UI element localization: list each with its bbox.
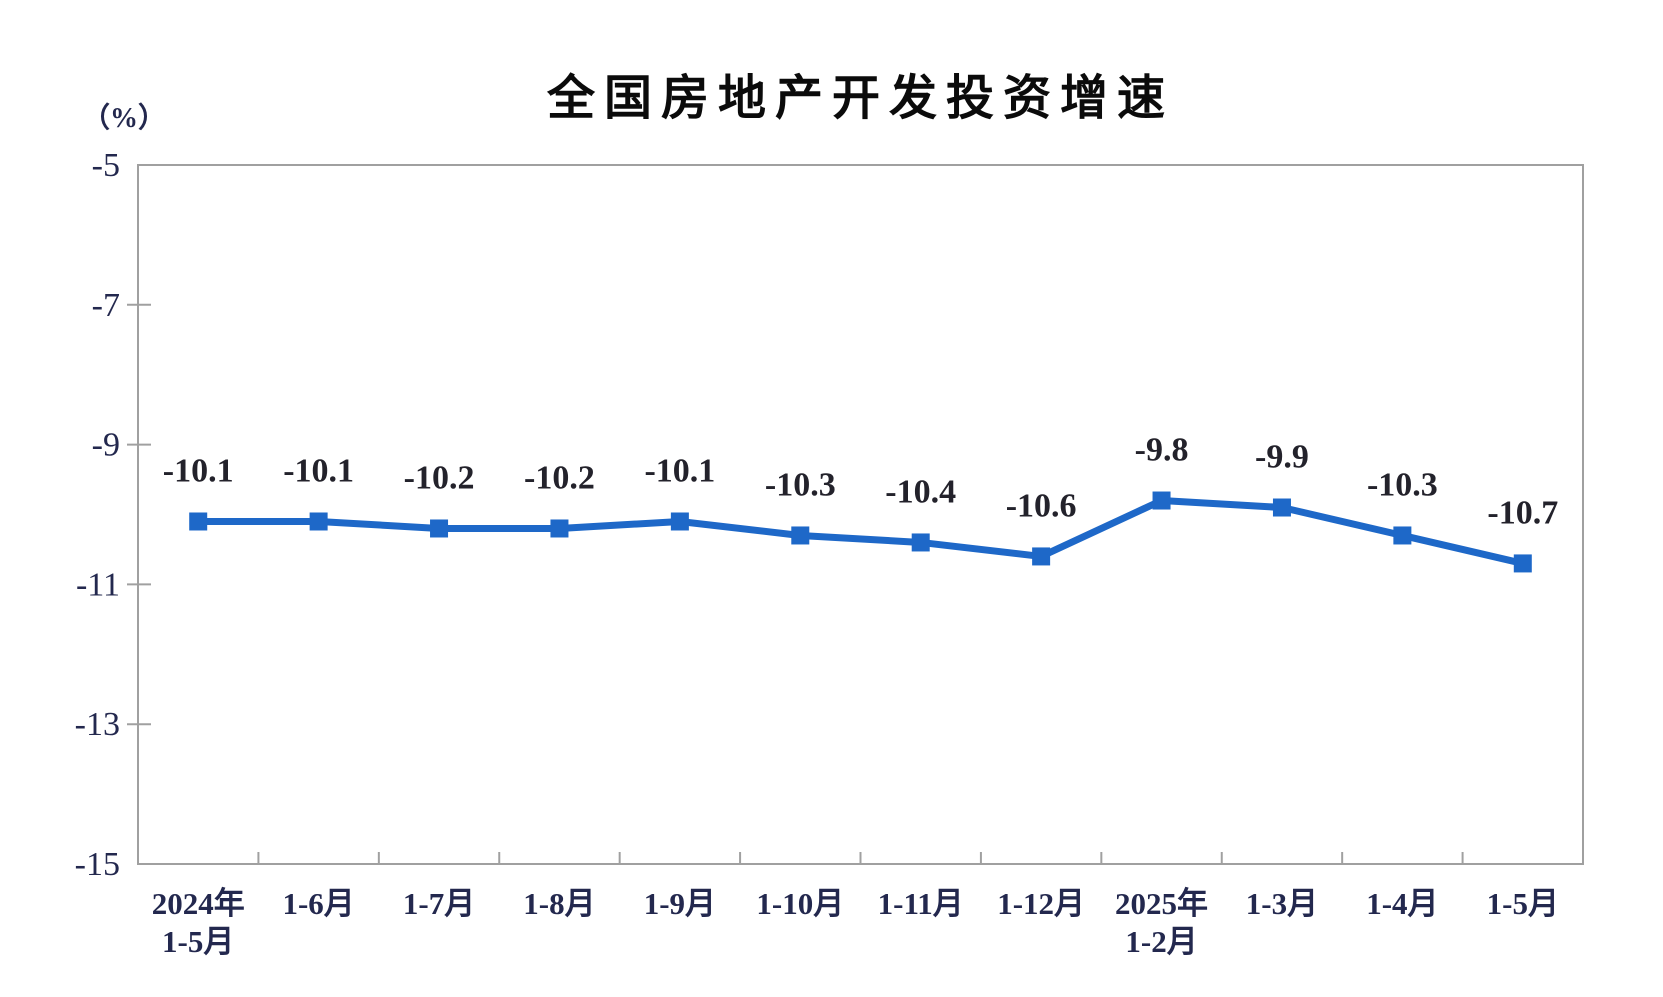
data-point-label: -10.6 <box>1006 487 1077 524</box>
data-point-label: -10.4 <box>885 473 956 510</box>
data-point-label: -9.9 <box>1255 439 1309 476</box>
x-tick-label: 1-7月 <box>403 886 475 921</box>
y-axis-unit-label: （%） <box>82 103 167 134</box>
data-point-marker <box>1032 547 1051 566</box>
data-point-marker <box>309 512 328 531</box>
x-tick-label: 1-10月 <box>756 886 844 921</box>
data-point-marker <box>550 519 569 538</box>
data-point-marker <box>1393 526 1412 545</box>
x-tick-label: 1-3月 <box>1246 886 1318 921</box>
y-tick-label: -9 <box>92 427 120 464</box>
series-line <box>194 497 1527 567</box>
data-point-label: -10.7 <box>1487 494 1558 531</box>
data-point-label: -10.3 <box>765 466 836 503</box>
x-tick-label: 1-6月 <box>282 886 354 921</box>
data-point-label: -10.1 <box>163 452 234 489</box>
y-tick-label: -11 <box>76 566 120 603</box>
data-point-marker <box>430 519 449 538</box>
data-point-label: -10.2 <box>524 459 595 496</box>
data-point-label: -10.1 <box>283 452 354 489</box>
data-point-label: -9.8 <box>1135 432 1189 469</box>
data-point-marker <box>670 512 689 531</box>
y-tick-label: -15 <box>75 846 120 883</box>
data-point-label: -10.3 <box>1367 466 1438 503</box>
data-point-marker <box>1513 554 1532 573</box>
x-tick-label: 1-12月 <box>997 886 1085 921</box>
y-tick-label: -5 <box>92 147 120 184</box>
x-tick-label: 1-8月 <box>523 886 595 921</box>
y-tick-label: -7 <box>92 287 120 324</box>
x-tick-label: 2025年 1-2月 <box>1115 886 1208 959</box>
data-point-marker <box>911 533 930 552</box>
chart-title: 全国房地产开发投资增速 <box>546 72 1174 125</box>
plot-area-border <box>137 164 1584 865</box>
x-tick-label: 2024年 1-5月 <box>152 886 245 959</box>
data-point-label: -10.2 <box>404 459 475 496</box>
data-point-marker <box>1272 498 1291 517</box>
x-tick-label: 1-4月 <box>1366 886 1438 921</box>
x-tick-label: 1-11月 <box>878 886 964 921</box>
data-point-marker <box>189 512 208 531</box>
x-tick-label: 1-5月 <box>1487 886 1559 921</box>
data-point-marker <box>791 526 810 545</box>
x-tick-label: 1-9月 <box>644 886 716 921</box>
y-tick-label: -13 <box>75 706 120 743</box>
data-point-marker <box>1152 491 1171 510</box>
data-point-label: -10.1 <box>644 452 715 489</box>
